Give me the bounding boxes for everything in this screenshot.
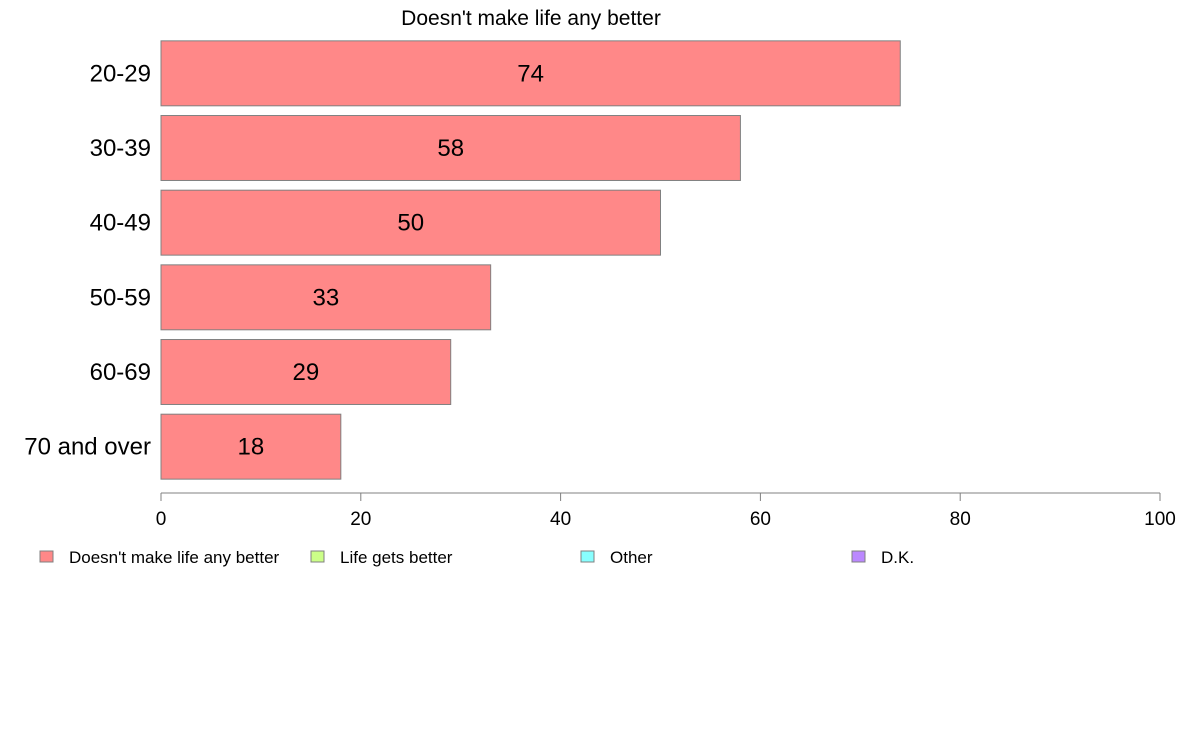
category-label: 60-69 [90, 359, 151, 386]
data-label: 29 [293, 359, 320, 386]
legend: Doesn't make life any better Life gets be… [39, 548, 914, 567]
x-tick-label: 0 [156, 509, 167, 530]
legend-swatch [851, 550, 866, 563]
data-label: 33 [312, 284, 339, 311]
legend-label: D.K. [881, 548, 914, 567]
legend-swatch [310, 550, 325, 563]
category-label: 30-39 [90, 135, 151, 162]
bar-50-59 [160, 264, 492, 331]
bar-60-69 [160, 339, 452, 405]
legend-label: Life gets better [340, 548, 453, 567]
x-axis: 0 20 40 60 80 100 [156, 492, 1176, 530]
bar-70-and-over [160, 413, 342, 480]
category-label: 20-29 [90, 60, 151, 87]
legend-swatch [39, 550, 54, 563]
legend-label: Other [610, 548, 653, 567]
chart-title: Doesn't make life any better [401, 7, 661, 30]
x-tick-label: 60 [750, 509, 771, 530]
bar-40-49 [160, 189, 661, 256]
bar-20-29 [160, 40, 901, 107]
data-label: 50 [397, 210, 424, 237]
data-label: 58 [437, 135, 464, 162]
category-label: 50-59 [90, 284, 151, 311]
legend-swatch [580, 550, 595, 563]
bars: 74 58 50 33 29 18 [160, 40, 901, 480]
legend-label: Doesn't make life any better [69, 548, 280, 567]
category-labels: 20-29 30-39 40-49 50-59 60-69 70 and over [24, 60, 151, 460]
x-tick-label: 80 [950, 509, 971, 530]
x-tick-label: 100 [1144, 509, 1176, 530]
bar-30-39 [160, 115, 741, 181]
x-tick-label: 20 [350, 509, 371, 530]
data-label: 18 [238, 434, 265, 461]
data-label: 74 [517, 60, 544, 87]
x-tick-label: 40 [550, 509, 571, 530]
category-label: 40-49 [90, 210, 151, 237]
category-label: 70 and over [24, 434, 151, 461]
